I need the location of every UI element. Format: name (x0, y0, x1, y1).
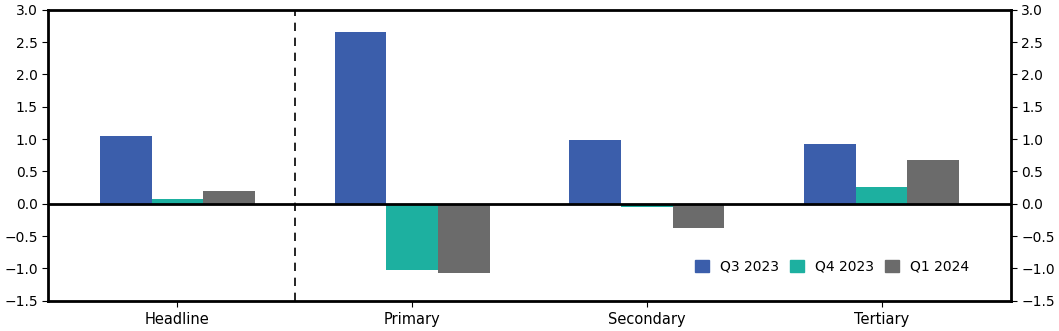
Bar (570, 140, 621, 204)
Bar (908, 160, 959, 204)
Bar (387, 204, 438, 270)
Bar (438, 204, 489, 273)
Bar (151, 199, 203, 204)
Bar (335, 32, 387, 204)
Bar (804, 144, 856, 204)
Bar (203, 191, 255, 204)
Bar (100, 136, 151, 204)
Legend: Q3 2023, Q4 2023, Q1 2024: Q3 2023, Q4 2023, Q1 2024 (689, 254, 975, 279)
Bar (672, 204, 724, 228)
Bar (621, 204, 672, 207)
Bar (856, 187, 908, 204)
